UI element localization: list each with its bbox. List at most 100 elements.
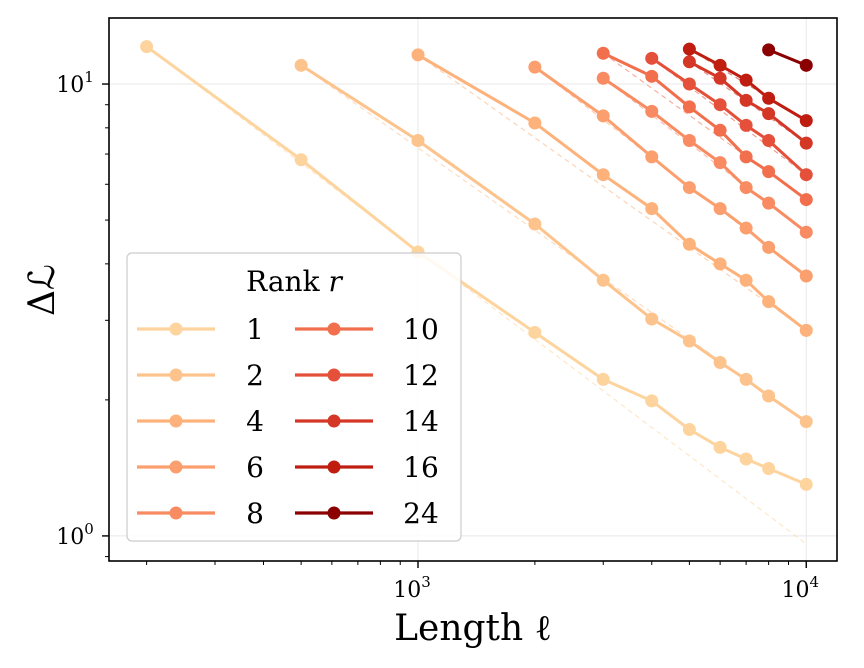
data-point bbox=[528, 60, 542, 74]
data-point bbox=[799, 323, 813, 337]
legend-marker bbox=[327, 322, 341, 336]
series-rank-14 bbox=[682, 55, 813, 150]
data-point bbox=[645, 104, 659, 118]
series-line-rank-12 bbox=[650, 57, 808, 176]
data-point bbox=[799, 114, 813, 128]
y-axis-label: Δℒ bbox=[22, 264, 63, 316]
x-tick-label: 103 bbox=[393, 573, 431, 603]
series-line-rank-24 bbox=[768, 48, 807, 67]
data-point bbox=[713, 202, 727, 216]
data-point bbox=[713, 440, 727, 454]
data-point bbox=[645, 312, 659, 326]
legend-item-rank-4: 4 bbox=[137, 405, 264, 438]
data-point bbox=[713, 355, 727, 369]
data-point bbox=[682, 42, 696, 56]
data-point bbox=[411, 133, 425, 147]
data-point bbox=[799, 136, 813, 150]
legend-box bbox=[126, 252, 462, 542]
data-point bbox=[682, 55, 696, 69]
data-point bbox=[713, 98, 727, 112]
data-point bbox=[762, 461, 776, 475]
legend-marker bbox=[169, 460, 183, 474]
y-tick-label: 100 bbox=[56, 520, 94, 550]
series-rank-6 bbox=[528, 60, 813, 283]
legend-label: 6 bbox=[246, 451, 264, 484]
data-point bbox=[739, 181, 753, 195]
legend-marker bbox=[169, 368, 183, 382]
data-point bbox=[713, 58, 727, 72]
legend-item-rank-14: 14 bbox=[295, 405, 439, 438]
data-point bbox=[739, 118, 753, 132]
data-point bbox=[528, 116, 542, 130]
data-point bbox=[140, 40, 154, 54]
legend-item-rank-8: 8 bbox=[137, 497, 264, 530]
legend-item-rank-24: 24 bbox=[295, 497, 439, 530]
data-point bbox=[596, 168, 610, 182]
data-point bbox=[645, 150, 659, 164]
legend-marker bbox=[327, 368, 341, 382]
data-point bbox=[762, 389, 776, 403]
data-point bbox=[596, 46, 610, 60]
legend-label: 10 bbox=[403, 313, 439, 346]
data-point bbox=[713, 156, 727, 170]
legend-marker bbox=[327, 460, 341, 474]
series-line-rank-2 bbox=[300, 64, 808, 423]
legend-label: 12 bbox=[403, 359, 439, 392]
y-tick-label: 101 bbox=[56, 68, 94, 98]
x-axis-label: Length ℓ bbox=[394, 608, 552, 649]
series-rank-8 bbox=[596, 71, 813, 239]
data-point bbox=[528, 325, 542, 339]
legend-label: 24 bbox=[403, 497, 439, 530]
series-rank-2 bbox=[294, 58, 813, 429]
data-point bbox=[294, 58, 308, 72]
series-rank-4 bbox=[411, 48, 813, 337]
data-point bbox=[762, 295, 776, 309]
legend-item-rank-12: 12 bbox=[295, 359, 439, 392]
legend-label: 4 bbox=[246, 405, 264, 438]
data-point bbox=[739, 93, 753, 107]
data-point bbox=[713, 123, 727, 137]
data-point bbox=[294, 153, 308, 167]
data-point bbox=[762, 165, 776, 179]
data-point bbox=[799, 269, 813, 283]
data-point bbox=[799, 225, 813, 239]
data-point bbox=[739, 372, 753, 386]
series-rank-1 bbox=[140, 40, 813, 491]
data-point bbox=[645, 69, 659, 83]
legend-label: 16 bbox=[403, 451, 439, 484]
series-rank-10 bbox=[596, 46, 813, 207]
data-point bbox=[682, 422, 696, 436]
data-point bbox=[799, 168, 813, 182]
axis-ticks: 103 10 4 100 101 bbox=[56, 68, 819, 603]
data-point bbox=[739, 273, 753, 287]
data-point bbox=[799, 58, 813, 72]
data-point bbox=[762, 91, 776, 105]
plot-frame bbox=[108, 17, 838, 562]
data-point bbox=[528, 217, 542, 231]
data-point bbox=[682, 181, 696, 195]
data-point bbox=[682, 237, 696, 251]
data-point bbox=[799, 477, 813, 491]
data-point bbox=[739, 73, 753, 87]
data-point bbox=[682, 133, 696, 147]
data-point bbox=[739, 150, 753, 164]
data-point bbox=[645, 51, 659, 65]
data-point bbox=[799, 415, 813, 429]
data-point bbox=[762, 196, 776, 210]
data-point bbox=[411, 48, 425, 62]
legend-item-rank-10: 10 bbox=[295, 313, 439, 346]
legend-label: 14 bbox=[403, 405, 439, 438]
data-point bbox=[596, 273, 610, 287]
data-point bbox=[682, 77, 696, 91]
legend-marker bbox=[327, 506, 341, 520]
data-point bbox=[713, 71, 727, 85]
legend-title: Rank r bbox=[246, 265, 343, 298]
data-point bbox=[596, 372, 610, 386]
fit-line-rank-8 bbox=[602, 77, 807, 233]
legend-label: 1 bbox=[246, 313, 264, 346]
legend-label: 8 bbox=[246, 497, 264, 530]
legend-marker bbox=[169, 322, 183, 336]
series-lines bbox=[140, 40, 813, 491]
